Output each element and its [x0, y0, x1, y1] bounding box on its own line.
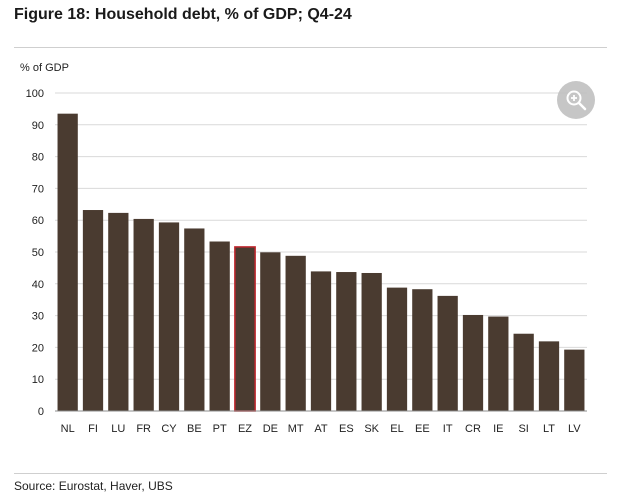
- top-divider: [14, 47, 607, 48]
- bar-it: [437, 295, 458, 411]
- x-tick-label: FR: [136, 423, 151, 435]
- x-tick-label: MT: [288, 423, 304, 435]
- x-tick-label: FI: [88, 423, 98, 435]
- y-tick-label: 50: [32, 247, 44, 259]
- x-tick-label: IT: [443, 423, 453, 435]
- x-tick-label: AT: [314, 423, 328, 435]
- y-tick-label: 100: [26, 88, 44, 100]
- x-tick-label: SK: [364, 423, 379, 435]
- bar-ez: [234, 246, 256, 412]
- figure-title: Figure 18: Household debt, % of GDP; Q4-…: [14, 6, 352, 23]
- x-tick-label: ES: [339, 423, 354, 435]
- x-tick-label: CR: [465, 423, 481, 435]
- y-tick-label: 0: [38, 406, 44, 418]
- x-tick-label: LT: [543, 423, 555, 435]
- bar-pt: [209, 241, 230, 411]
- x-tick-label: EL: [390, 423, 403, 435]
- x-tick-label: BE: [187, 423, 202, 435]
- bar-lu: [108, 212, 129, 411]
- x-tick-label: LU: [111, 423, 125, 435]
- bar-ie: [488, 316, 509, 411]
- x-tick-label: LV: [568, 423, 581, 435]
- bar-mt: [285, 255, 306, 411]
- x-tick-label: CY: [161, 423, 177, 435]
- x-tick-label: EE: [415, 423, 430, 435]
- bar-cy: [158, 222, 180, 411]
- bar-fi: [82, 210, 104, 411]
- y-tick-label: 80: [32, 152, 44, 164]
- bar-cr: [462, 314, 484, 411]
- bar-lv: [564, 349, 585, 411]
- x-tick-label: NL: [61, 423, 75, 435]
- zoom-button[interactable]: [557, 81, 595, 119]
- y-tick-label: 90: [32, 120, 44, 132]
- bottom-divider: [14, 473, 607, 474]
- bar-ee: [412, 289, 433, 411]
- x-tick-label: DE: [263, 423, 278, 435]
- zoom-in-icon: [566, 90, 587, 111]
- x-tick-label: IE: [493, 423, 503, 435]
- bar-sk: [361, 272, 382, 411]
- bar-chart: 0 10 20 30 40 50 60 70 80 90 100 NL FI LU FR CY BE PT EZ DE…: [26, 88, 587, 435]
- bar-si: [513, 333, 534, 411]
- bar-at: [310, 271, 332, 411]
- x-tick-label: PT: [213, 423, 227, 435]
- bar-de: [260, 252, 281, 411]
- y-tick-label: 10: [32, 374, 44, 386]
- y-tick-label: 70: [32, 183, 44, 195]
- x-tick-label: SI: [518, 423, 528, 435]
- bar-el: [386, 287, 408, 411]
- y-tick-label: 40: [32, 279, 44, 291]
- x-tick-label: EZ: [238, 423, 252, 435]
- y-axis-label: % of GDP: [20, 62, 69, 74]
- source-note: Source: Eurostat, Haver, UBS: [14, 479, 173, 493]
- y-tick-label: 30: [32, 311, 44, 323]
- bar-nl: [57, 113, 78, 412]
- y-tick-label: 20: [32, 342, 44, 354]
- bar-be: [184, 228, 205, 411]
- bar-lt: [538, 341, 560, 411]
- y-tick-label: 60: [32, 215, 44, 227]
- bar-fr: [133, 218, 154, 411]
- bar-es: [336, 272, 357, 411]
